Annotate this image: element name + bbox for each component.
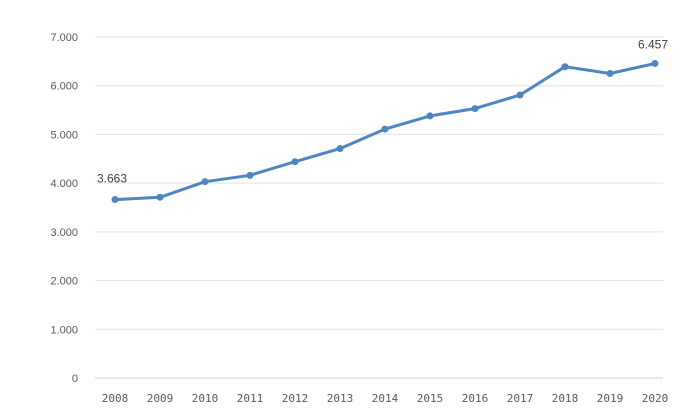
data-point [156,193,164,201]
data-point [291,158,299,166]
x-axis-tick-labels: 2008 2009 2010 2011 2012 2013 2014 2015 2016 2017… [102,392,669,405]
x-tick-label: 2016 [462,392,489,405]
y-tick-label: 4.000 [50,178,78,190]
y-tick-label: 6.000 [50,81,78,93]
x-tick-label: 2015 [417,392,444,405]
x-tick-label: 2009 [147,392,174,405]
data-point [246,171,254,179]
data-point [606,70,614,78]
y-tick-label: 2.000 [50,276,78,288]
data-label: 3.663 [97,172,127,186]
y-tick-label: 1.000 [50,324,78,336]
data-labels: 3.663 6.457 [97,37,668,185]
y-tick-label: 3.000 [50,227,78,239]
data-point [111,196,119,204]
y-axis-tick-labels: 0 1.000 2.000 3.000 4.000 5.000 6.000 7.000 [50,32,78,385]
data-points [111,59,659,204]
x-tick-label: 2012 [282,392,309,405]
x-tick-label: 2010 [192,392,219,405]
data-point [561,63,569,71]
y-tick-label: 5.000 [50,129,78,141]
x-tick-label: 2011 [237,392,264,405]
data-point [426,112,434,120]
x-tick-label: 2014 [372,392,399,405]
x-tick-label: 2020 [642,392,669,405]
data-point [651,59,659,67]
data-point [336,145,344,153]
data-point [201,178,209,186]
y-tick-label: 0 [72,373,78,385]
y-tick-label: 7.000 [50,32,78,44]
x-tick-label: 2019 [597,392,624,405]
x-tick-label: 2013 [327,392,354,405]
x-tick-label: 2008 [102,392,129,405]
x-tick-label: 2018 [552,392,579,405]
gridlines [95,36,663,379]
data-point [516,91,524,99]
data-point [471,105,479,113]
data-label: 6.457 [638,37,668,51]
x-tick-label: 2017 [507,392,534,405]
data-point [381,125,389,133]
